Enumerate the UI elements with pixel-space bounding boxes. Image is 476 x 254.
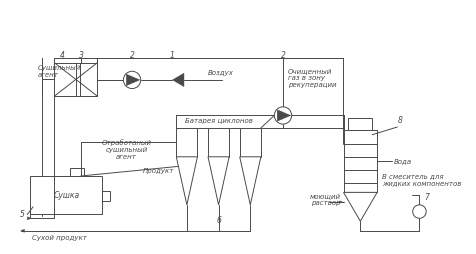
Polygon shape — [343, 192, 377, 221]
Polygon shape — [339, 201, 342, 203]
Text: 6: 6 — [216, 216, 220, 225]
Bar — [343, 130, 377, 192]
Bar — [239, 128, 260, 157]
Text: 5: 5 — [20, 210, 25, 219]
Polygon shape — [27, 217, 31, 220]
Text: Батарея циклонов: Батарея циклонов — [184, 118, 252, 124]
Text: В смеситель для
жидких компонентов: В смеситель для жидких компонентов — [381, 173, 460, 186]
Bar — [208, 128, 228, 157]
Text: 4: 4 — [60, 51, 64, 60]
Text: Сушильный
агент: Сушильный агент — [38, 65, 81, 78]
Text: 8: 8 — [397, 116, 402, 125]
Text: Сухой продукт: Сухой продукт — [31, 235, 86, 241]
Text: 2: 2 — [280, 51, 285, 60]
Circle shape — [412, 205, 425, 218]
Circle shape — [274, 107, 291, 124]
Polygon shape — [126, 74, 139, 86]
Text: 7: 7 — [423, 193, 428, 202]
Polygon shape — [176, 157, 197, 205]
Text: 3: 3 — [79, 51, 83, 60]
Text: 1: 1 — [169, 51, 175, 60]
Text: Воздух: Воздух — [208, 70, 233, 76]
Text: Продукт: Продукт — [143, 168, 174, 174]
Bar — [102, 191, 110, 201]
Polygon shape — [239, 157, 260, 205]
Text: Сушка: Сушка — [53, 191, 79, 200]
Circle shape — [123, 71, 140, 89]
Text: Отработаный
сушильный
агент: Отработаный сушильный агент — [101, 139, 151, 160]
Bar — [69, 168, 84, 176]
Text: Вода: Вода — [393, 158, 411, 164]
Polygon shape — [208, 157, 228, 205]
Polygon shape — [277, 110, 290, 121]
Polygon shape — [172, 73, 184, 87]
Text: 2: 2 — [129, 51, 134, 60]
Text: Очищенный
газ в зону
рекуперации: Очищенный газ в зону рекуперации — [287, 68, 336, 88]
Bar — [176, 128, 197, 157]
Bar — [30, 176, 102, 214]
Polygon shape — [20, 229, 24, 232]
Bar — [347, 118, 372, 130]
Text: моющий
раствор: моющий раствор — [309, 193, 340, 206]
Bar — [54, 63, 97, 96]
